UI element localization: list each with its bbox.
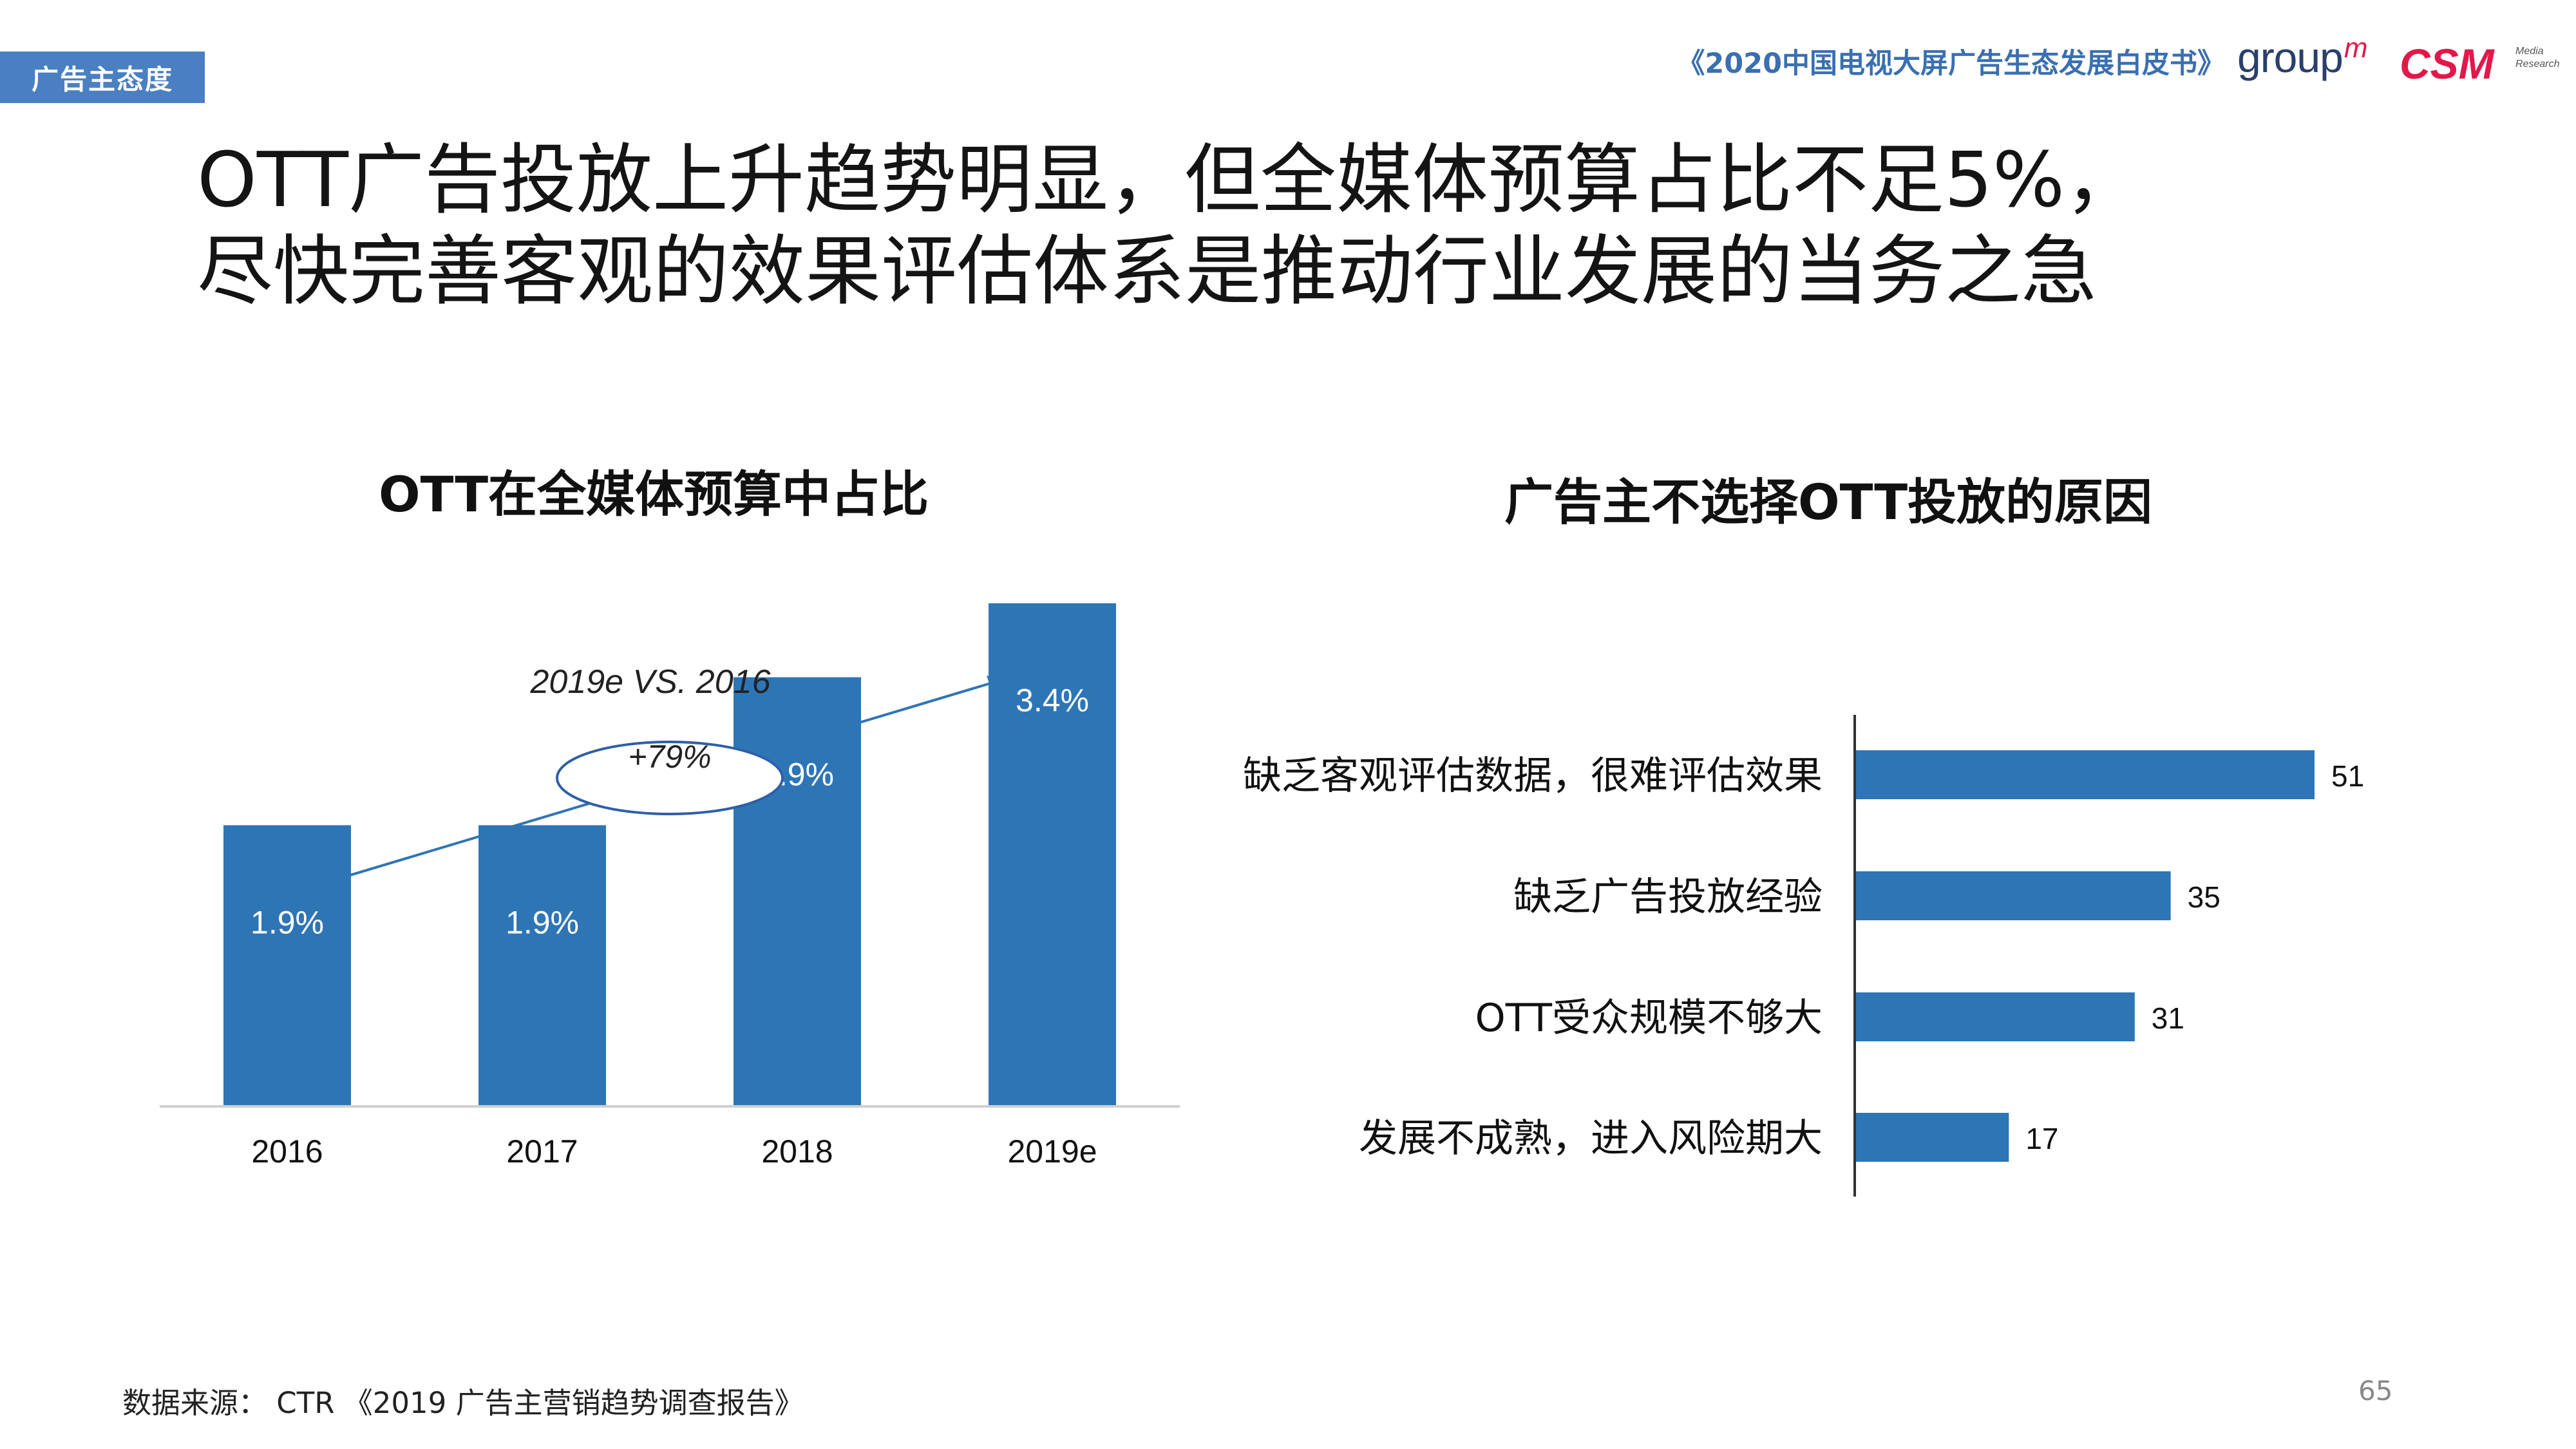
headline-line-1: OTT广告投放上升趋势明显，但全媒体预算占比不足5%， (197, 135, 2141, 224)
bar-reason-3 (1856, 992, 2135, 1041)
csm-logo-subtitle: Media Research (2515, 46, 2560, 70)
category-label: 缺乏客观评估数据，很难评估效果 (1243, 753, 1823, 799)
bar-value-label: 3.4% (1016, 683, 1089, 719)
bar-2016 (223, 825, 351, 1106)
bar-2017 (478, 825, 606, 1106)
bar-value-label: 31 (2152, 1001, 2184, 1035)
category-label: 缺乏广告投放经验 (1513, 875, 1823, 920)
bar-value-label: 17 (2025, 1122, 2058, 1155)
bar-value-label: 1.9% (251, 904, 324, 940)
bar-2018 (734, 677, 861, 1106)
growth-ellipse (556, 741, 784, 815)
bar-reason-4 (1856, 1113, 2009, 1162)
trend-arrowhead (987, 676, 1006, 691)
page-headline: OTT广告投放上升趋势明显，但全媒体预算占比不足5%， 尽快完善客观的效果评估体… (197, 134, 2387, 317)
category-tick-label: 2019e (1007, 1133, 1097, 1170)
bar-reason-1 (1856, 750, 2315, 799)
whitepaper-title: 《2020中国电视大屏广告生态发展白皮书》 (1677, 48, 2225, 80)
page-number: 65 (2358, 1375, 2393, 1406)
bar-value-label: 35 (2188, 880, 2221, 914)
growth-annotation: +79% 2019e VS. 2016 (308, 663, 1006, 889)
bar-value-label: 51 (2331, 759, 2364, 793)
category-tick-label: 2016 (251, 1133, 323, 1170)
right-chart-title: 广告主不选择OTT投放的原因 (1504, 473, 2153, 531)
comparison-label: 2019e VS. 2016 (530, 663, 771, 701)
csm-logo: CSM Media Research (2400, 41, 2559, 86)
headline-line-2: 尽快完善客观的效果评估体系是推动行业发展的当务之急 (197, 227, 2098, 316)
data-source: 数据来源： CTR 《2019 广告主营销趋势调查报告》 (122, 1386, 804, 1420)
bar-2019e (989, 603, 1116, 1106)
bar-reason-2 (1856, 871, 2171, 920)
category-tick-label: 2017 (506, 1133, 578, 1170)
category-label: OTT受众规模不够大 (1475, 996, 1823, 1041)
section-tag: 广告主态度 (0, 52, 205, 103)
category-label: 发展不成熟，进入风险期大 (1359, 1116, 1823, 1161)
groupm-logo: groupm (2237, 32, 2367, 81)
bar-value-label: 1.9% (506, 904, 579, 940)
growth-label: +79% (628, 739, 711, 775)
category-tick-label: 2018 (761, 1133, 833, 1170)
left-chart-title: OTT在全媒体预算中占比 (379, 466, 929, 523)
